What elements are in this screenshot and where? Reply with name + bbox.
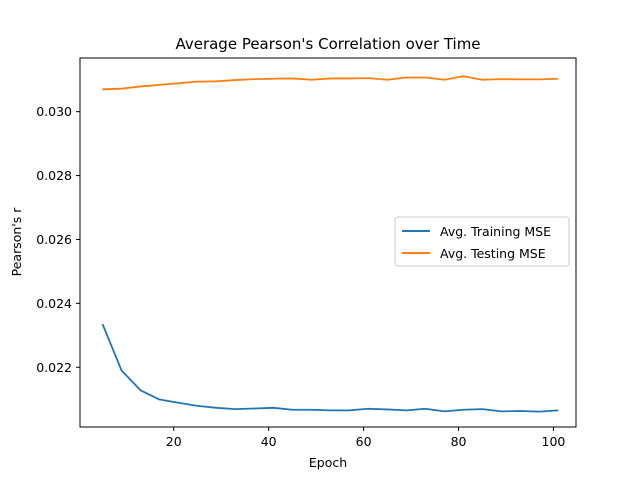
legend-label-testing: Avg. Testing MSE [440, 246, 546, 261]
x-tick-label: 60 [356, 434, 372, 449]
y-tick-label: 0.024 [36, 296, 72, 311]
y-tick-label: 0.026 [36, 232, 72, 247]
x-axis-ticks: 20 40 60 80 100 [166, 427, 566, 449]
y-axis-label: Pearson's r [9, 207, 24, 277]
chart-title: Average Pearson's Correlation over Time [175, 35, 480, 53]
x-axis-label: Epoch [309, 455, 347, 470]
legend: Avg. Training MSE Avg. Testing MSE [394, 216, 570, 267]
y-tick-label: 0.030 [36, 104, 72, 119]
series-line-training [101, 323, 559, 413]
plot-lines [101, 75, 559, 413]
y-tick-label: 0.028 [36, 168, 72, 183]
legend-label-training: Avg. Training MSE [440, 224, 551, 239]
x-tick-label: 40 [261, 434, 277, 449]
x-tick-label: 100 [542, 434, 566, 449]
y-tick-label: 0.022 [36, 360, 72, 375]
series-line-testing [102, 75, 559, 91]
x-tick-label: 80 [451, 434, 467, 449]
plot-frame [79, 57, 577, 428]
x-tick-label: 20 [166, 434, 182, 449]
y-axis-ticks: 0.022 0.024 0.026 0.028 0.030 [36, 104, 80, 375]
legend-box [394, 216, 570, 267]
